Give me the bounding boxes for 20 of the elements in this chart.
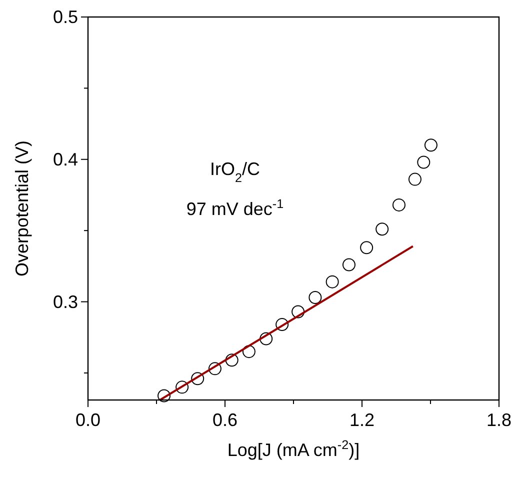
point <box>376 222 389 236</box>
y-tick-label: 0.5 <box>52 7 78 27</box>
x-tick-label: 1.2 <box>349 410 375 430</box>
point <box>342 258 356 272</box>
point <box>408 172 422 186</box>
point <box>392 198 406 212</box>
y-axis-title: Overpotential (V) <box>12 140 32 277</box>
point <box>417 156 430 169</box>
point <box>424 138 438 152</box>
x-tick-label: 1.8 <box>486 410 512 430</box>
y-tick-label: 0.4 <box>52 149 78 170</box>
x-tick-label: 0.0 <box>75 410 101 430</box>
annotation: IrO$_{2}$/C <box>210 159 260 185</box>
annotation: 97 mV dec$^{-1}$ <box>186 197 284 219</box>
x-tick-label: 0.6 <box>212 410 238 430</box>
x-axis-title: Log[J (mA cm$^{-2}$)] <box>227 438 360 460</box>
point <box>308 290 322 304</box>
point <box>326 275 339 288</box>
point <box>360 241 374 254</box>
y-tick-label: 0.3 <box>52 292 78 312</box>
